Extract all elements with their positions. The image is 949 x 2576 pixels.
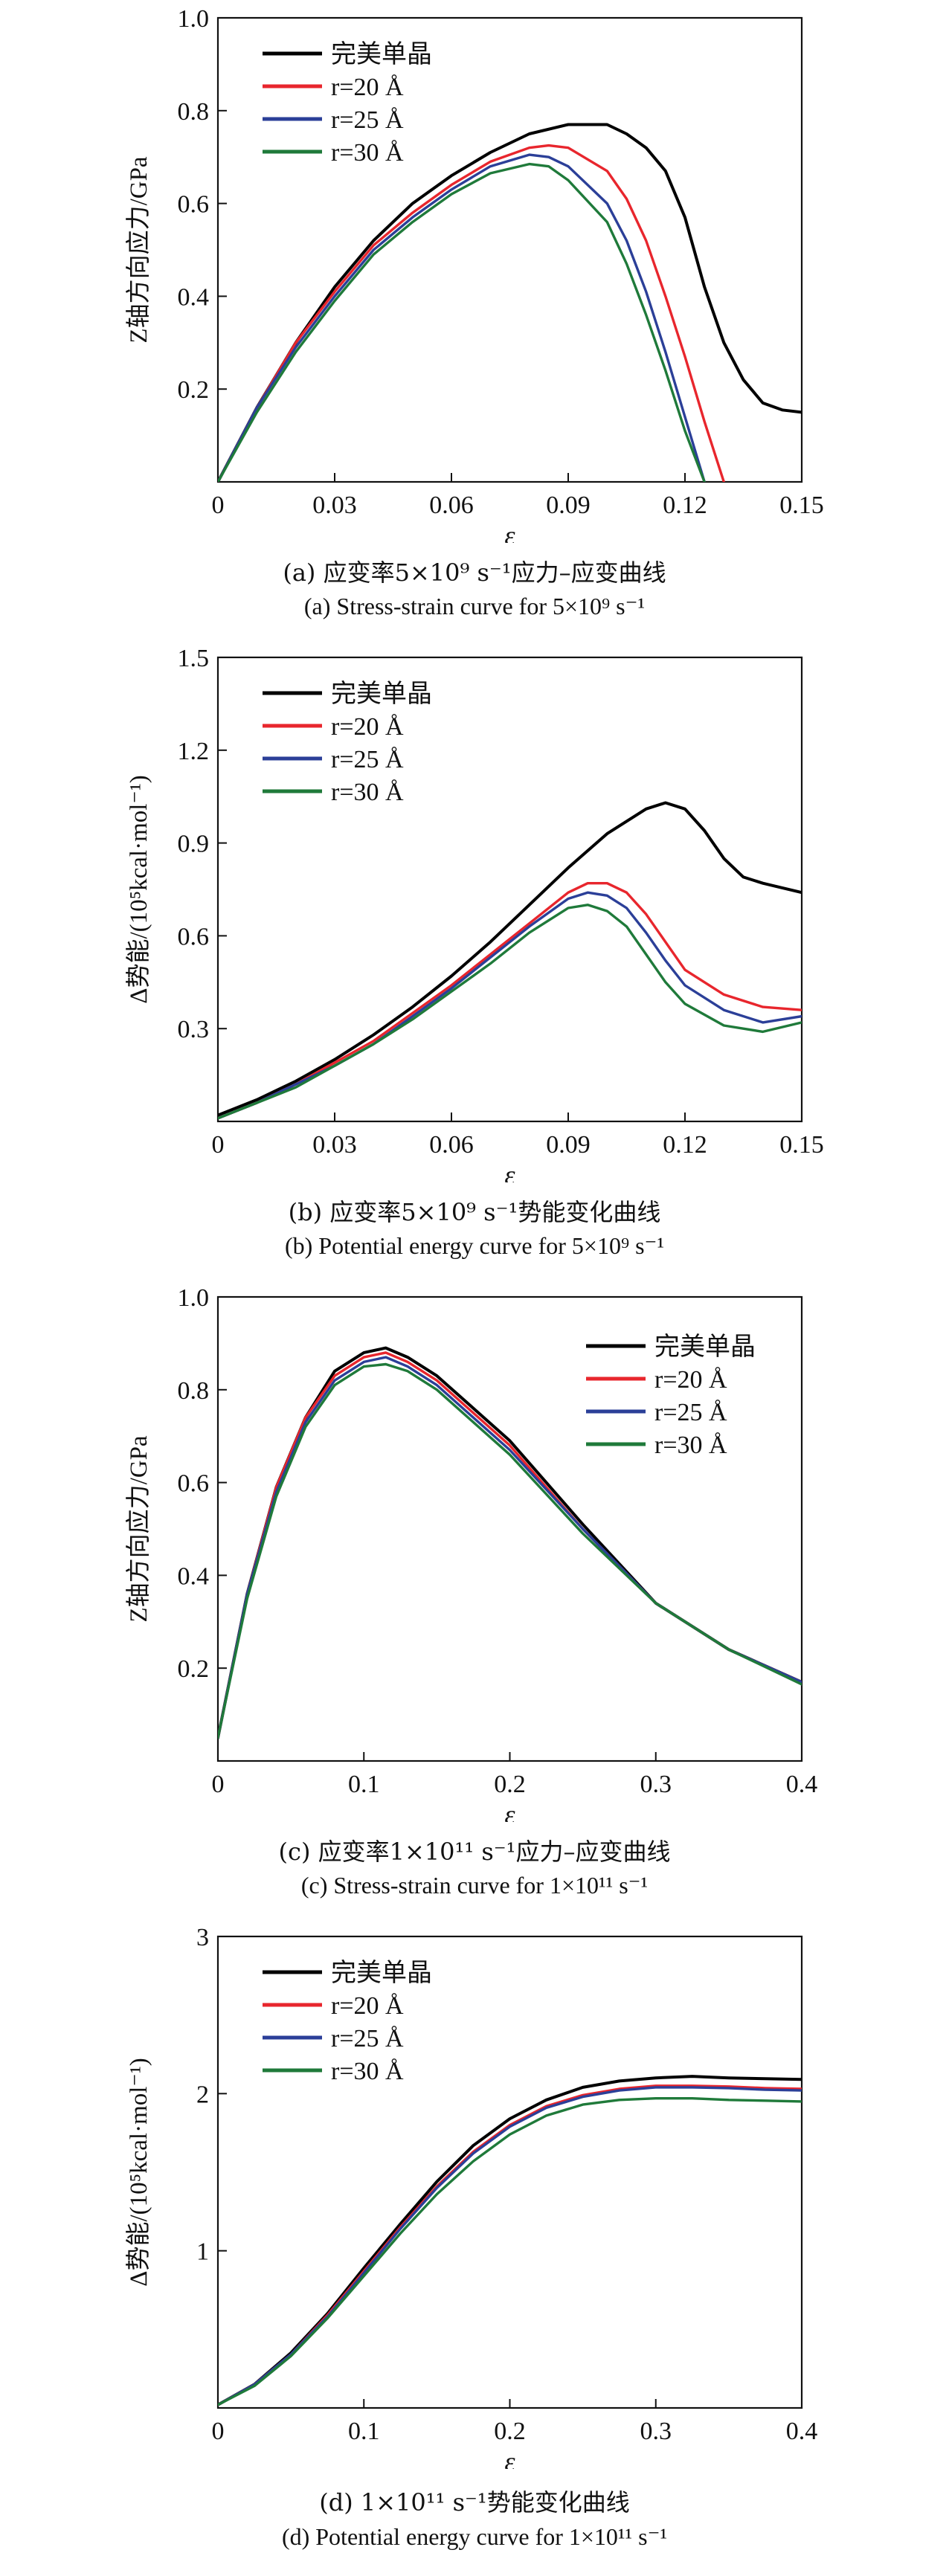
y-tick-label: 1.0 (178, 5, 210, 33)
legend-label: r=20 Å (331, 1992, 404, 2020)
x-tick-label: 0 (212, 1131, 225, 1159)
y-axis-label: Z轴方向应力/GPa (125, 156, 152, 344)
y-tick-label: 1.5 (178, 645, 210, 672)
x-tick-label: 0.12 (663, 1131, 707, 1159)
series-line-2 (218, 891, 802, 1120)
x-tick-label: 0 (212, 2418, 225, 2445)
legend-label: 完美单晶 (331, 1959, 432, 1987)
x-tick-label: 0.09 (546, 492, 591, 519)
series-line-0 (218, 123, 802, 482)
legend-label: 完美单晶 (654, 1333, 756, 1361)
legend-label: r=20 Å (654, 1366, 727, 1394)
x-tick-label: 0 (212, 1771, 225, 1798)
legend-label: 完美单晶 (331, 40, 432, 68)
x-axis-label: ε (504, 1800, 515, 1822)
x-tick-label: 0.03 (312, 492, 357, 519)
y-tick-label: 0.6 (178, 191, 210, 219)
caption-en-c: (c) Stress-strain curve for 1×10¹¹ s⁻¹ (300, 1872, 649, 1899)
x-tick-label: 0.1 (348, 1771, 380, 1798)
legend-label: r=20 Å (331, 713, 404, 741)
chart-c: 0 0.1 0.2 0.3 0.4 0.2 0.4 0.6 0.8 1.0 ε Z轴方向应力/GPa 完… (125, 1284, 818, 1822)
caption-cn-a: (a) 应变率5×10⁹ s⁻¹应力–应变曲线 (283, 558, 666, 587)
y-tick-label: 1.0 (178, 1284, 210, 1312)
y-tick-label: 3 (196, 1924, 209, 1951)
panel-d: 0 0.1 0.2 0.3 0.4 1 2 3 ε Δ势能/(10⁵kcal·mol⁻¹) 完美单晶… (0, 1919, 949, 2576)
series-line-3 (218, 162, 706, 482)
legend-label: r=25 Å (331, 106, 404, 134)
x-axis-label: ε (504, 1160, 515, 1182)
x-tick-label: 0.3 (640, 1771, 672, 1798)
legend-label: r=30 Å (331, 779, 404, 806)
y-tick-label: 0.8 (178, 1377, 210, 1405)
y-tick-label: 0.4 (178, 283, 210, 311)
x-tick-label: 0.3 (640, 2418, 672, 2445)
y-axis-label: Δ势能/(10⁵kcal·mol⁻¹) (125, 775, 152, 1003)
y-axis-label: Z轴方向应力/GPa (125, 1435, 152, 1623)
y-tick-label: 2 (196, 2081, 209, 2108)
legend-label: r=30 Å (331, 2058, 404, 2085)
chart-a: 0 0.03 0.06 0.09 0.12 0.15 0.2 0.4 0.6 0.8 1.0 ε Z轴方… (125, 5, 824, 543)
x-axis-label: ε (504, 2447, 515, 2469)
caption-en-d: (d) Potential energy curve for 1×10¹¹ s⁻… (281, 2523, 668, 2550)
x-axis-label: ε (504, 521, 515, 543)
y-tick-label: 0.9 (178, 831, 210, 858)
y-tick-label: 0.4 (178, 1562, 210, 1590)
x-tick-label: 0.15 (779, 1131, 824, 1159)
panel-b: 0 0.03 0.06 0.09 0.12 0.15 0.3 0.6 0.9 1.2 1.5 ε Δ势能… (0, 640, 949, 1279)
series-line-0 (218, 801, 802, 1117)
caption-cn-c: (c) 应变率1×10¹¹ s⁻¹应力–应变曲线 (278, 1838, 671, 1866)
x-tick-label: 0.4 (786, 2418, 818, 2445)
chart-d: 0 0.1 0.2 0.3 0.4 1 2 3 ε Δ势能/(10⁵kcal·mol⁻¹) 完美单晶… (125, 1924, 818, 2469)
y-tick-label: 0.3 (178, 1016, 210, 1043)
x-tick-label: 0.1 (348, 2418, 380, 2445)
x-tick-label: 0.06 (429, 1131, 474, 1159)
y-tick-label: 0.8 (178, 98, 210, 126)
x-tick-label: 0.4 (786, 1771, 818, 1798)
y-tick-label: 0.6 (178, 923, 210, 950)
panel-a: 0 0.03 0.06 0.09 0.12 0.15 0.2 0.4 0.6 0.8 1.0 ε Z轴方… (0, 0, 949, 640)
y-tick-label: 0.2 (178, 376, 210, 404)
caption-cn-d: (d) 1×10¹¹ s⁻¹势能变化曲线 (319, 2488, 630, 2517)
y-tick-label: 0.6 (178, 1470, 210, 1498)
legend-label: 完美单晶 (331, 680, 432, 708)
x-tick-label: 0.12 (663, 492, 707, 519)
caption-cn-b: (b) 应变率5×10⁹ s⁻¹势能变化曲线 (288, 1198, 661, 1226)
x-tick-label: 0.03 (312, 1131, 357, 1159)
series-line-3 (218, 904, 802, 1120)
y-tick-label: 1 (196, 2238, 209, 2266)
y-tick-label: 1.2 (178, 738, 210, 765)
x-tick-label: 0.06 (429, 492, 474, 519)
x-tick-label: 0.2 (494, 1771, 526, 1798)
series-line-1 (218, 144, 725, 482)
series-line-3 (218, 1362, 802, 1739)
chart-b: 0 0.03 0.06 0.09 0.12 0.15 0.3 0.6 0.9 1.2 1.5 ε Δ势能… (125, 645, 824, 1182)
plot-frame (216, 656, 803, 1123)
series-line-2 (218, 153, 706, 482)
x-tick-label: 0.09 (546, 1131, 591, 1159)
x-tick-label: 0 (212, 492, 225, 519)
legend-label: r=25 Å (331, 746, 404, 773)
series-line-1 (218, 882, 802, 1120)
caption-en-a: (a) Stress-strain curve for 5×10⁹ s⁻¹ (303, 593, 646, 619)
panel-c: 0 0.1 0.2 0.3 0.4 0.2 0.4 0.6 0.8 1.0 ε Z轴方向应力/GPa 完… (0, 1279, 949, 1919)
legend-label: r=25 Å (654, 1399, 727, 1426)
legend-label: r=30 Å (654, 1432, 727, 1459)
y-axis-label: Δ势能/(10⁵kcal·mol⁻¹) (125, 2058, 152, 2286)
x-tick-label: 0.2 (494, 2418, 526, 2445)
series-line-3 (218, 2097, 802, 2406)
y-tick-label: 0.2 (178, 1655, 210, 1683)
caption-en-b: (b) Potential energy curve for 5×10⁹ s⁻¹ (284, 1232, 665, 1259)
legend-label: r=20 Å (331, 74, 404, 101)
legend-label: r=25 Å (331, 2025, 404, 2052)
plot-frame (216, 16, 803, 483)
legend-label: r=30 Å (331, 139, 404, 167)
x-tick-label: 0.15 (779, 492, 824, 519)
